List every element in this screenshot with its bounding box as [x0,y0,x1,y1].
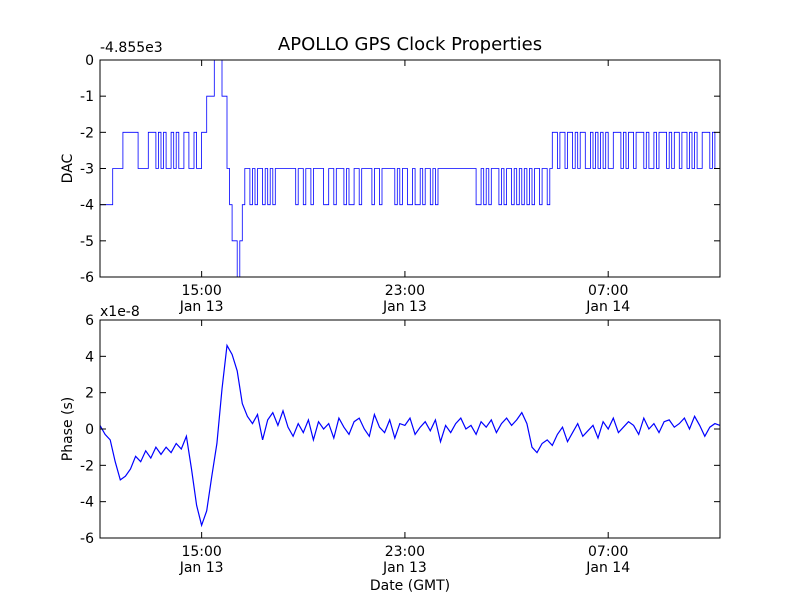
phase-offset-label: x1e-8 [100,304,140,320]
dac-xtick-time-2: 07:00 [588,283,628,299]
dac-ytick-label-1: -1 [80,89,94,105]
phase-ytick-label-1: 4 [85,349,94,365]
phase-xtick-time-1: 23:00 [385,544,425,560]
dac-xtick-date-1: Jan 13 [382,299,427,315]
dac-y-axis-label: DAC [60,153,76,183]
phase-series-line-0 [99,343,721,528]
phase-ytick-label-6: -6 [80,531,94,547]
dac-ytick-label-3: -3 [80,162,94,178]
chart-title: APOLLO GPS Clock Properties [278,34,542,55]
dac-offset-label: -4.855e3 [100,40,163,56]
phase-ytick-label-5: -4 [80,495,94,511]
phase-xtick-date-1: Jan 13 [382,560,427,576]
phase-series [99,343,721,528]
phase-xtick-date-2: Jan 14 [585,560,630,576]
x-axis-label: Date (GMT) [370,578,450,594]
dac-series [100,59,721,278]
dac-xtick-date-2: Jan 14 [585,299,630,315]
phase-xtick-time-2: 07:00 [588,544,628,560]
dac-xtick-time-0: 15:00 [181,283,221,299]
phase-ytick-label-2: 2 [85,386,94,402]
phase-xtick-date-0: Jan 13 [179,560,224,576]
dac-ytick-label-6: -6 [80,270,94,286]
dac-series-line-0 [100,59,721,278]
dac-ytick-label-4: -4 [80,198,94,214]
phase-xtick-time-0: 15:00 [181,544,221,560]
dac-xtick-date-0: Jan 13 [179,299,224,315]
dac-ytick-label-0: 0 [85,53,94,69]
dac-ytick-label-5: -5 [80,234,94,250]
phase-ytick-label-0: 6 [85,313,94,329]
phase-y-axis-label: Phase (s) [60,397,76,461]
phase-ytick-label-4: -2 [80,458,94,474]
phase-ytick-label-3: 0 [85,422,94,438]
dac-ytick-label-2: -2 [80,125,94,141]
dac-xtick-time-1: 23:00 [385,283,425,299]
